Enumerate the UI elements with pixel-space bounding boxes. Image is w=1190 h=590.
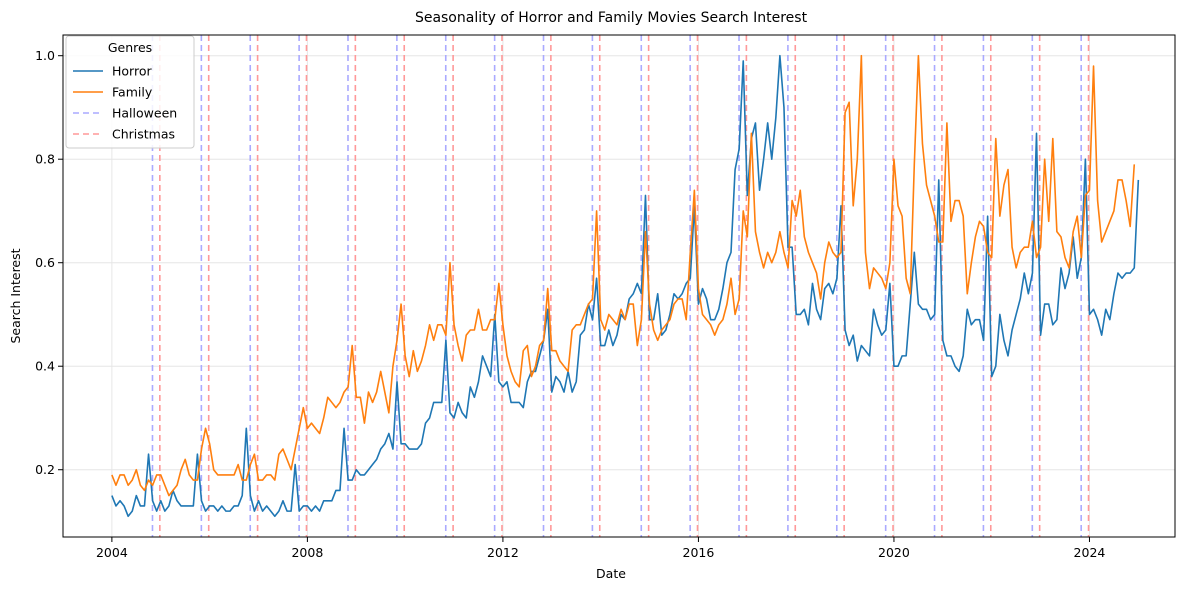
- legend-label-family: Family: [112, 85, 153, 100]
- x-axis-ticks: 2004 2008 2012 2016 2020 2024: [96, 537, 1105, 560]
- chart-title: Seasonality of Horror and Family Movies …: [415, 10, 808, 26]
- series-lines: [111, 54, 1140, 518]
- family-series-line: [111, 54, 1136, 497]
- plot-area-frame: [62, 34, 1176, 538]
- y-tick-label: 0.8: [35, 152, 55, 167]
- x-tick-label: 2016: [683, 545, 715, 560]
- legend-label-horror: Horror: [112, 64, 152, 79]
- y-tick-label: 0.6: [35, 255, 55, 270]
- legend-label-halloween: Halloween: [112, 106, 177, 121]
- x-tick-label: 2004: [96, 545, 128, 560]
- x-tick-label: 2012: [487, 545, 519, 560]
- y-axis-ticks: 0.2 0.4 0.6 0.8 1.0: [35, 48, 63, 477]
- x-tick-label: 2008: [291, 545, 323, 560]
- x-tick-label: 2024: [1074, 545, 1106, 560]
- legend: Genres Horror Family Halloween Christmas: [65, 35, 195, 149]
- legend-box: [65, 35, 195, 149]
- legend-label-christmas: Christmas: [112, 127, 175, 142]
- x-tick-label: 2020: [878, 545, 910, 560]
- y-tick-label: 1.0: [35, 48, 55, 63]
- x-axis-label: Date: [596, 566, 626, 581]
- y-tick-label: 0.2: [35, 462, 55, 477]
- legend-title: Genres: [108, 40, 152, 55]
- y-axis-label: Search Interest: [8, 248, 23, 343]
- y-tick-label: 0.4: [35, 359, 55, 374]
- grid: [63, 35, 1175, 537]
